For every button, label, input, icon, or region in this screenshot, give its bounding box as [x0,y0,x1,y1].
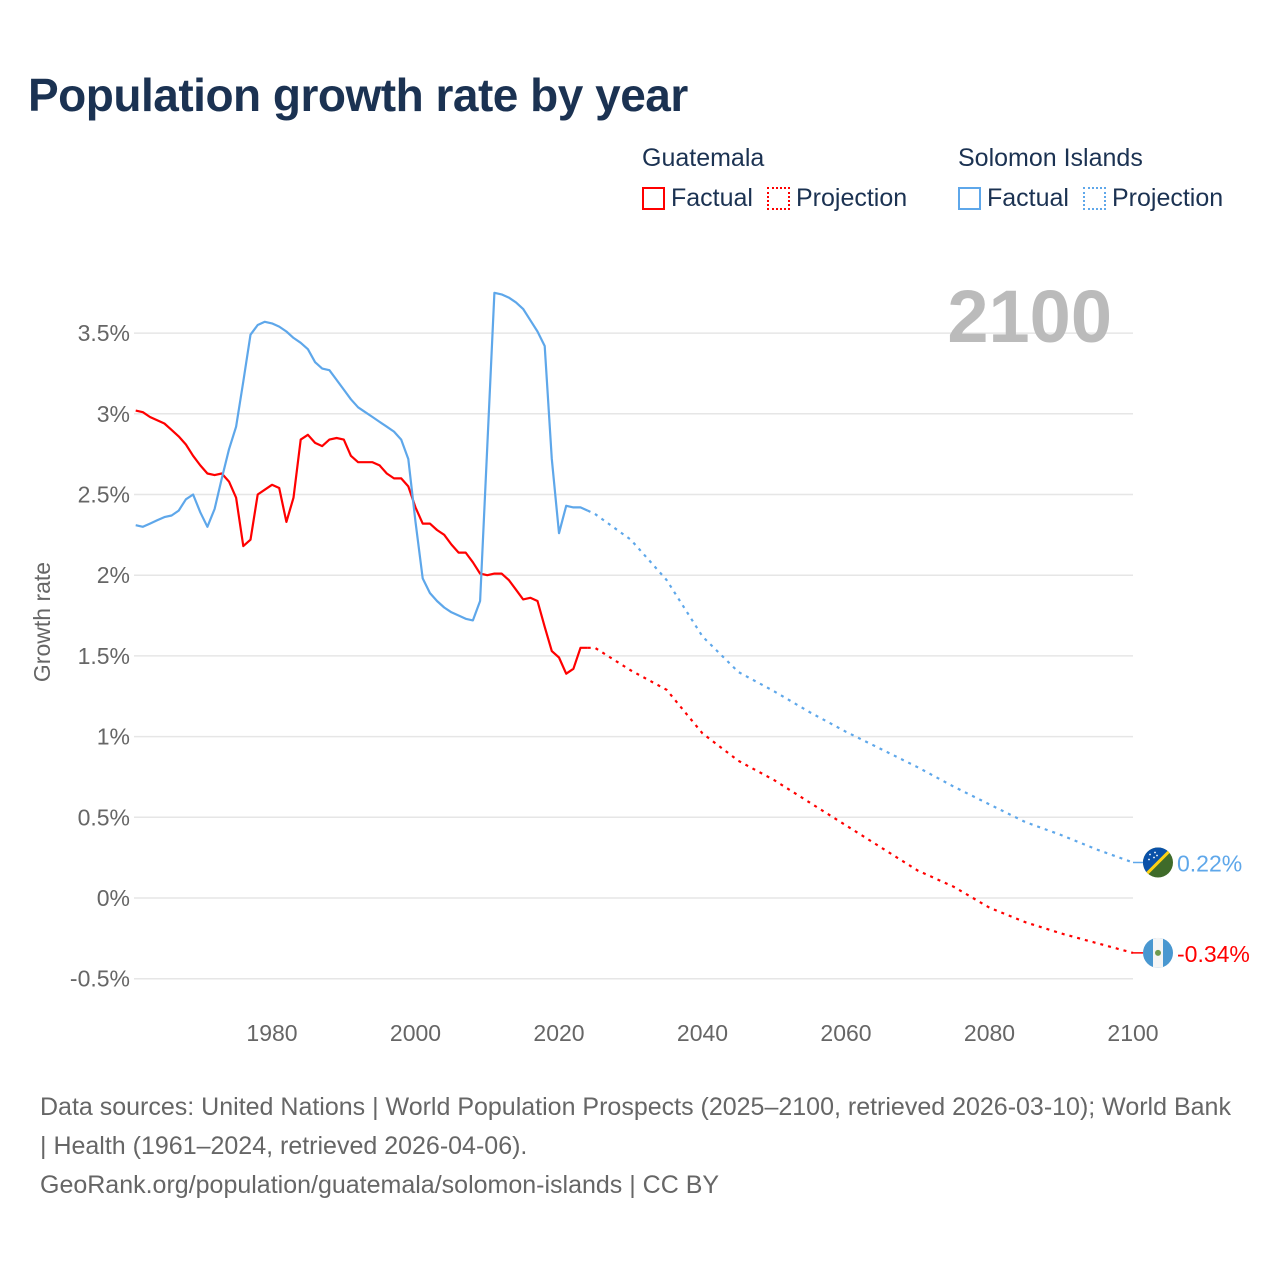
series-line-guatemala-factual [135,409,588,675]
series-line-solomon-islands-factual [135,291,589,622]
legend-label: Factual [671,184,753,212]
y-tick-label: -0.5% [70,966,130,992]
flag-solomon-islands-icon [1143,847,1173,878]
legend-country: Solomon Islands [958,144,1143,172]
source-link[interactable]: GeoRank.org/population/guatemala/solomon… [40,1171,720,1199]
legend-label: Factual [987,184,1069,212]
y-tick-label: 2% [97,562,130,588]
y-tick-label: 0.5% [78,804,130,830]
legend-swatch-solid [958,187,981,210]
legend-item-projection[interactable]: Projection [766,184,908,213]
flag-guatemala-icon [1143,937,1173,968]
flag-diagonal [1143,847,1173,878]
legend-swatch-dotted [1082,187,1106,210]
legend-item-factual[interactable]: Factual [958,184,1069,213]
y-tick-label: 1.5% [78,643,130,669]
legend-label: Projection [795,184,908,212]
legend-swatch-solid [642,187,665,210]
chart-title: Population growth rate by year [28,69,688,121]
x-tick-label: 2020 [533,1020,584,1046]
x-tick-label: 2000 [390,1020,441,1046]
y-tick-label: 0% [97,885,130,911]
y-tick-label: 1% [97,724,130,750]
legend-swatch-dotted [766,187,790,210]
y-tick-label: 3.5% [78,320,130,346]
legend-guatemala: Guatemala Factual Projection [642,144,907,213]
x-tick-label: 2100 [1107,1020,1158,1046]
flag-star [1149,853,1151,856]
footer: Data sources: United Nations | World Pop… [40,1088,1240,1205]
flag-star [1148,858,1150,861]
flag-star [1154,851,1156,854]
x-tick-label: 2040 [677,1020,728,1046]
y-axis-label: Growth rate [29,562,55,682]
series-line-solomon-islands-projection [587,509,1134,864]
chart-plot: -0.5% 0% 0.5% 1% 1.5% 2% 2.5% 3% 3.5% 1980 2000 202… [29,275,1250,1046]
y-tick-label: 3% [97,401,130,427]
flag-emblem [1155,949,1161,956]
end-value-label: 0.22% [1177,850,1242,876]
flag-star [1156,854,1158,857]
x-tick-label: 2080 [964,1020,1015,1046]
year-watermark: 2100 [947,275,1112,358]
legend-solomon-islands: Solomon Islands Factual Projection [958,144,1223,213]
legend-item-factual[interactable]: Factual [642,184,753,213]
x-tick-label: 2060 [820,1020,871,1046]
flag-star [1153,856,1155,859]
data-sources: Data sources: United Nations | World Pop… [40,1093,1231,1160]
legend-item-projection[interactable]: Projection [1082,184,1224,213]
series-line-guatemala-projection [587,646,1134,954]
legend-country: Guatemala [642,144,765,172]
y-tick-label: 2.5% [78,482,130,508]
x-tick-label: 1980 [246,1020,297,1046]
end-value-label: -0.34% [1177,941,1250,967]
legend-label: Projection [1111,184,1224,212]
